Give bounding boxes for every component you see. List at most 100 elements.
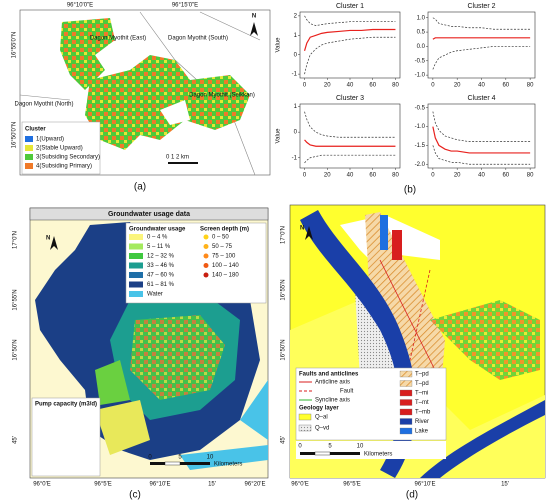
x-tick-label: 80 bbox=[392, 83, 399, 89]
y-tick-label: 1 bbox=[294, 104, 298, 110]
place-label: Dagon Myothit (North) bbox=[14, 102, 73, 108]
north-label: N bbox=[252, 14, 256, 20]
legend-label: Q–al bbox=[315, 415, 328, 421]
north-arrow bbox=[305, 226, 313, 240]
legend-swatch bbox=[203, 244, 209, 249]
region bbox=[95, 360, 130, 405]
x-tick-label: 40 bbox=[478, 83, 485, 89]
legend-title: Screen depth (m) bbox=[200, 227, 249, 233]
x-tick-label: 20 bbox=[324, 83, 331, 89]
lat-label: 45' bbox=[281, 436, 287, 444]
y-axis-label: Value bbox=[276, 37, 282, 53]
y-tick-label: 2 bbox=[294, 13, 298, 19]
caption: (c) bbox=[129, 490, 141, 501]
lon-label: 96°10'0"E bbox=[67, 3, 93, 9]
x-tick-label: 40 bbox=[347, 173, 354, 179]
legend-label: 2(Stable Upward) bbox=[36, 146, 83, 152]
lon-label: 96°0'E bbox=[291, 482, 309, 488]
x-tick-label: 80 bbox=[527, 83, 534, 89]
y-tick-label: -1 bbox=[292, 155, 298, 161]
legend-swatch bbox=[399, 427, 413, 435]
legend-swatch bbox=[298, 413, 312, 421]
x-tick-label: 60 bbox=[502, 173, 509, 179]
x-tick-label: 80 bbox=[392, 173, 399, 179]
legend-swatch bbox=[129, 291, 143, 297]
lon-label: 96°15'0"E bbox=[172, 3, 198, 9]
x-tick-label: 60 bbox=[369, 173, 376, 179]
legend-swatch bbox=[399, 380, 413, 387]
scale-label: 10 bbox=[357, 444, 364, 450]
legend-box bbox=[125, 222, 267, 304]
legend-label: Q–vd bbox=[315, 426, 329, 432]
legend-label: T–mt bbox=[415, 400, 429, 406]
series-line bbox=[304, 36, 396, 75]
lat-label: 45' bbox=[13, 436, 19, 444]
lon-label: 96°5'E bbox=[94, 482, 112, 488]
scale-bar bbox=[164, 461, 181, 466]
lon-label: 96°0'E bbox=[33, 482, 51, 488]
legend-swatch bbox=[25, 136, 33, 142]
panel-a: 96°10'0"E 96°15'0"E 16°55'0"N 16°50'0"N … bbox=[12, 3, 271, 193]
legend-label: 75 – 100 bbox=[212, 254, 236, 260]
geology bbox=[365, 212, 445, 410]
legend-swatch bbox=[399, 370, 413, 378]
series-line bbox=[432, 37, 531, 40]
legend-swatch bbox=[129, 281, 143, 288]
map-title: Groundwater usage data bbox=[108, 211, 190, 218]
lon-label: 15' bbox=[501, 482, 509, 488]
y-tick-label: -2.0 bbox=[415, 162, 426, 168]
series-line bbox=[432, 46, 531, 70]
x-tick-label: 80 bbox=[527, 173, 534, 179]
y-axis-label: Value bbox=[276, 128, 282, 144]
legend-label: T–mi bbox=[415, 391, 428, 397]
y-tick-label: -1.5 bbox=[415, 143, 426, 149]
legend-box bbox=[21, 121, 101, 175]
legend-swatch bbox=[129, 234, 143, 240]
place-label: Dagon Myothit (South) bbox=[168, 36, 228, 42]
legend-swatch bbox=[203, 272, 209, 278]
y-tick-label: -1 bbox=[292, 72, 298, 78]
y-tick-label: 1 bbox=[294, 33, 298, 39]
series-line bbox=[432, 17, 531, 30]
legend-label: Fault bbox=[340, 389, 354, 395]
legend-label: 1(Upward) bbox=[36, 137, 64, 143]
y-tick-label: 0 bbox=[294, 130, 298, 136]
chart-title: Cluster 2 bbox=[467, 3, 495, 10]
legend-label: 140 – 180 bbox=[212, 273, 239, 279]
lat-label: 16°55'0"N bbox=[12, 32, 18, 59]
scale-label: 0 bbox=[148, 455, 152, 461]
legend-label: 47 – 60 % bbox=[147, 273, 175, 279]
legend-label: 61 – 81 % bbox=[147, 282, 175, 288]
legend-swatch bbox=[129, 272, 143, 278]
caption: (b) bbox=[404, 185, 416, 196]
legend-box bbox=[295, 367, 447, 441]
legend-label: Lake bbox=[415, 429, 429, 435]
river bbox=[420, 400, 545, 478]
x-tick-label: 40 bbox=[347, 83, 354, 89]
legend-swatch bbox=[399, 389, 413, 397]
y-tick-label: 1.0 bbox=[417, 15, 426, 21]
x-tick-label: 20 bbox=[454, 83, 461, 89]
legend-label: Syncline axis bbox=[315, 398, 350, 404]
legend-swatch bbox=[203, 263, 209, 268]
legend-swatch bbox=[25, 154, 33, 160]
lat-label: 16°55'N bbox=[13, 289, 19, 310]
legend-label: 0 – 50 bbox=[212, 235, 229, 241]
lon-label: 96°10'E bbox=[415, 482, 436, 488]
plot-frame bbox=[427, 103, 536, 169]
plot-frame bbox=[299, 103, 401, 169]
legend-label: 5 – 11 % bbox=[147, 244, 171, 250]
legend-swatch bbox=[129, 262, 143, 269]
place-label: Dagon Myothit (East) bbox=[90, 36, 146, 42]
x-tick-label: 0 bbox=[303, 173, 307, 179]
legend-swatch bbox=[399, 399, 413, 406]
scale-label: Kilometers bbox=[364, 452, 392, 458]
scale-label: 5 bbox=[328, 444, 332, 450]
legend-swatch bbox=[25, 163, 33, 169]
lon-label: 96°10'E bbox=[150, 482, 171, 488]
lon-label: 96°5'E bbox=[343, 482, 361, 488]
legend-label: T–pd bbox=[415, 372, 429, 378]
region bbox=[95, 400, 150, 455]
legend-swatch bbox=[203, 253, 209, 259]
series-line bbox=[432, 126, 531, 154]
